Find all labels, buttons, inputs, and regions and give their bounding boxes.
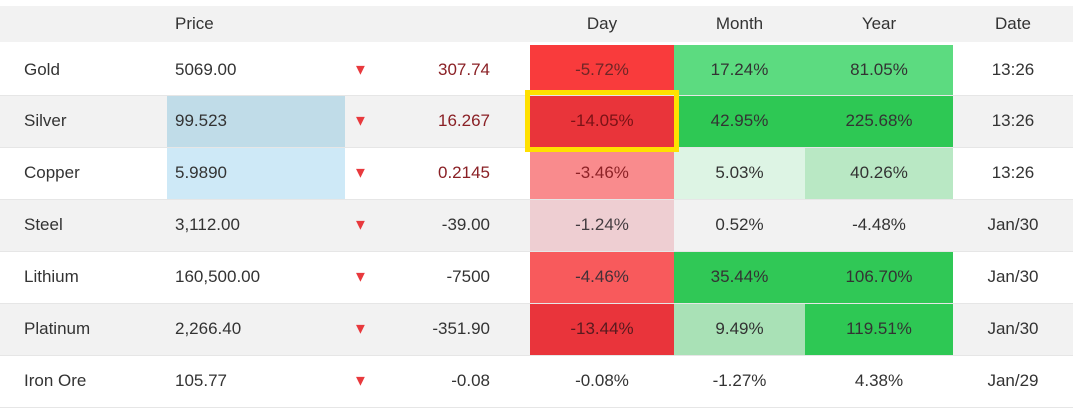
down-triangle-icon: ▼ <box>353 268 368 286</box>
month-change-cell: -1.27% <box>712 371 767 390</box>
down-triangle-icon: ▼ <box>353 372 368 390</box>
year-change-cell: 119.51% <box>805 303 953 355</box>
commodity-name-link[interactable]: Lithium <box>24 267 79 286</box>
highlighted-day-change-cell: -14.05% <box>525 90 679 152</box>
change-cell: ▼ -7500 <box>345 251 530 303</box>
change-value: 307.74 <box>438 59 490 79</box>
change-cell: ▼ -351.90 <box>345 303 530 355</box>
date-cell: Jan/30 <box>987 319 1039 338</box>
column-header-change <box>345 6 530 43</box>
down-triangle-icon: ▼ <box>353 61 368 78</box>
month-change-cell: 5.03% <box>674 147 805 199</box>
month-change-cell: 17.24% <box>674 43 805 95</box>
commodity-name-link[interactable]: Silver <box>24 111 67 130</box>
change-value: -7500 <box>446 267 490 286</box>
table-row-iron-ore: Iron Ore 105.77 ▼ -0.08 -0.08% -1.27% 4.… <box>0 355 1073 407</box>
date-cell: 13:26 <box>991 59 1035 79</box>
column-header-month: Month <box>715 13 764 33</box>
table-row-lithium: Lithium 160,500.00 ▼ -7500 -4.46% 35.44%… <box>0 251 1073 303</box>
change-value: -39.00 <box>441 215 490 234</box>
down-triangle-icon: ▼ <box>353 164 368 182</box>
column-header-price: Price <box>175 13 214 33</box>
change-cell: ▼ -0.08 <box>345 355 530 407</box>
price-cell: 3,112.00 <box>175 215 240 234</box>
down-triangle-icon: ▼ <box>353 320 368 338</box>
price-cell: 105.77 <box>175 371 227 390</box>
year-change-cell: 4.38% <box>854 371 904 390</box>
month-change-cell: 35.44% <box>674 251 805 303</box>
year-change-cell: 106.70% <box>805 251 953 303</box>
month-change-cell: 9.49% <box>674 303 805 355</box>
change-value: 0.2145 <box>438 163 490 182</box>
change-value: -351.90 <box>432 319 490 338</box>
column-header-name <box>0 6 167 43</box>
table-row-gold: Gold 5069.00 ▼ 307.74 -5.72% 17.24% 81.0… <box>0 43 1073 95</box>
month-change-cell: 42.95% <box>674 95 805 147</box>
down-triangle-icon: ▼ <box>353 216 368 234</box>
commodity-name-link[interactable]: Steel <box>24 215 63 234</box>
table-row-silver: Silver 99.523 ▼ 16.267 -14.05% 42.95% 22… <box>0 90 1073 152</box>
date-cell: 13:26 <box>991 111 1035 130</box>
commodity-name-link[interactable]: Copper <box>24 163 80 182</box>
table-row-platinum: Platinum 2,266.40 ▼ -351.90 -13.44% 9.49… <box>0 303 1073 355</box>
column-header-date: Date <box>995 13 1031 33</box>
commodity-name-link[interactable]: Iron Ore <box>24 371 87 390</box>
day-change-cell: -13.44% <box>530 303 674 355</box>
table-row-copper: Copper 5.9890 ▼ 0.2145 -3.46% 5.03% 40.2… <box>0 147 1073 199</box>
price-cell: 160,500.00 <box>175 267 261 286</box>
table-body: Gold 5069.00 ▼ 307.74 -5.72% 17.24% 81.0… <box>0 43 1073 407</box>
year-change-cell: -4.48% <box>852 215 906 234</box>
column-header-year: Year <box>861 13 897 33</box>
commodity-name-link[interactable]: Gold <box>24 59 60 79</box>
date-cell: Jan/30 <box>987 267 1039 286</box>
down-triangle-icon: ▼ <box>353 112 368 130</box>
day-change-cell: -3.46% <box>530 147 674 199</box>
column-header-day: Day <box>586 13 618 33</box>
change-value: -0.08 <box>451 371 490 390</box>
change-cell: ▼ 16.267 <box>345 95 530 147</box>
day-change-cell: -5.72% <box>530 43 674 95</box>
header-row: Price Day Month Year Date <box>0 6 1073 43</box>
day-change-cell: -1.24% <box>530 199 674 251</box>
day-change-cell: -0.08% <box>575 371 629 390</box>
table-header: Price Day Month Year Date <box>0 6 1073 43</box>
month-change-cell: 0.52% <box>715 215 764 234</box>
change-cell: ▼ 307.74 <box>345 43 530 95</box>
date-cell: Jan/29 <box>987 371 1039 390</box>
year-change-cell: 40.26% <box>805 147 953 199</box>
price-cell: 99.523 <box>167 95 345 147</box>
table-row-steel: Steel 3,112.00 ▼ -39.00 -1.24% 0.52% -4.… <box>0 199 1073 251</box>
date-cell: Jan/30 <box>987 215 1039 234</box>
change-cell: ▼ 0.2145 <box>345 147 530 199</box>
day-change-cell: -4.46% <box>530 251 674 303</box>
change-value: 16.267 <box>438 111 490 130</box>
date-cell: 13:26 <box>991 163 1035 182</box>
commodity-name-link[interactable]: Platinum <box>24 319 91 338</box>
year-change-cell: 225.68% <box>805 95 953 147</box>
price-cell: 2,266.40 <box>175 319 242 338</box>
commodities-table: Price Day Month Year Date Gold 5069.00 ▼… <box>0 6 1073 408</box>
price-cell: 5069.00 <box>175 59 237 79</box>
change-cell: ▼ -39.00 <box>345 199 530 251</box>
year-change-cell: 81.05% <box>805 43 953 95</box>
price-cell: 5.9890 <box>167 147 345 199</box>
